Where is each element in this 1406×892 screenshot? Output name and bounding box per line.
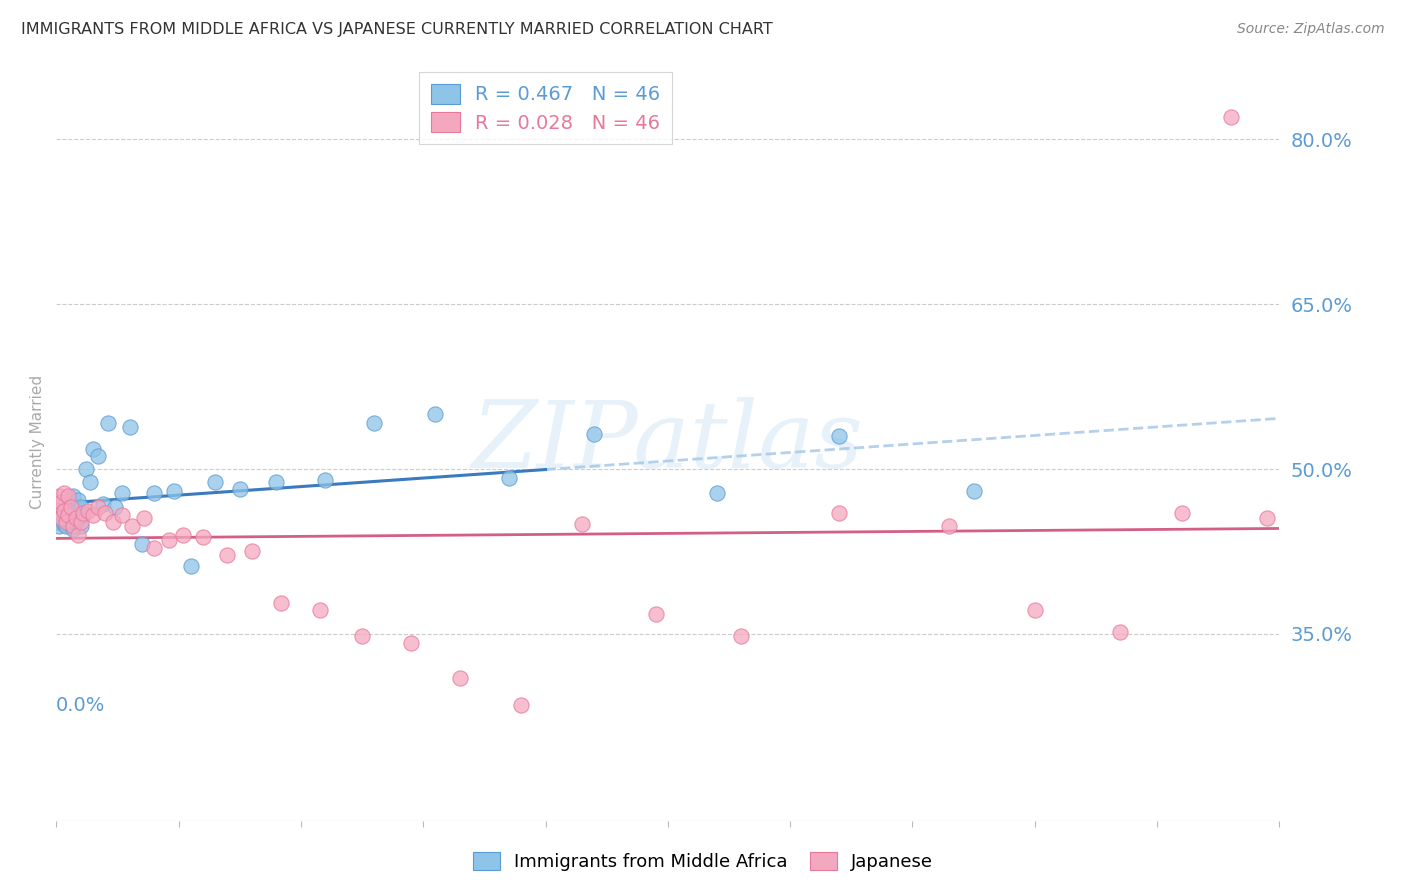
Point [49, 511, 72, 525]
Point [938, 519, 960, 533]
Point [104, 500, 127, 515]
Point [62, 490, 84, 504]
Point [87, 500, 110, 515]
Point [121, 519, 143, 533]
Point [58, 504, 80, 518]
Point [352, 629, 374, 643]
Point [49, 495, 72, 509]
Point [1109, 624, 1132, 639]
Point [270, 596, 292, 610]
Point [498, 471, 520, 485]
Point [583, 426, 606, 441]
Point [48, 519, 70, 533]
Point [828, 506, 851, 520]
Point [58, 508, 80, 523]
Point [52, 486, 75, 500]
Point [87, 449, 110, 463]
Point [69, 500, 91, 515]
Point [309, 602, 332, 616]
Point [163, 483, 186, 498]
Point [962, 483, 984, 498]
Point [134, 511, 156, 525]
Point [143, 486, 166, 500]
Point [1024, 602, 1046, 616]
Point [217, 548, 239, 562]
Point [65, 515, 87, 529]
Point [59, 500, 82, 515]
Point [730, 629, 752, 643]
Point [363, 416, 385, 430]
Point [49, 511, 72, 525]
Point [72, 508, 94, 523]
Point [510, 698, 533, 713]
Point [1170, 506, 1192, 520]
Point [52, 506, 75, 520]
Point [82, 442, 104, 457]
Point [111, 508, 134, 523]
Point [1256, 511, 1278, 525]
Point [180, 558, 202, 573]
Point [571, 516, 593, 531]
Point [48, 497, 70, 511]
Point [1219, 111, 1241, 125]
Legend: R = 0.467   N = 46, R = 0.028   N = 46: R = 0.467 N = 46, R = 0.028 N = 46 [419, 72, 672, 145]
Point [48, 508, 70, 523]
Point [62, 523, 84, 537]
Point [191, 530, 214, 544]
Point [59, 497, 82, 511]
Point [77, 504, 100, 518]
Point [97, 416, 120, 430]
Point [706, 486, 728, 500]
Point [49, 504, 72, 518]
Point [82, 508, 104, 523]
Point [52, 516, 75, 531]
Point [48, 490, 70, 504]
Text: ZIPatlas: ZIPatlas [472, 397, 863, 486]
Point [59, 508, 82, 523]
Point [240, 544, 263, 558]
Point [67, 492, 90, 507]
Point [46, 515, 69, 529]
Point [69, 515, 91, 529]
Point [314, 473, 336, 487]
Point [172, 528, 194, 542]
Point [55, 511, 77, 525]
Point [65, 511, 87, 525]
Point [69, 519, 91, 533]
Y-axis label: Currently Married: Currently Married [30, 375, 45, 508]
Point [91, 497, 114, 511]
Point [94, 506, 117, 520]
Point [111, 486, 134, 500]
Point [58, 490, 80, 504]
Point [67, 528, 90, 542]
Text: Source: ZipAtlas.com: Source: ZipAtlas.com [1237, 22, 1385, 37]
Point [828, 429, 851, 443]
Point [79, 475, 101, 490]
Point [58, 515, 80, 529]
Point [143, 541, 166, 555]
Legend: Immigrants from Middle Africa, Japanese: Immigrants from Middle Africa, Japanese [465, 845, 941, 879]
Point [62, 519, 84, 533]
Text: 0.0%: 0.0% [56, 696, 105, 714]
Point [118, 420, 141, 434]
Point [55, 515, 77, 529]
Point [399, 635, 422, 649]
Point [449, 671, 471, 685]
Text: IMMIGRANTS FROM MIDDLE AFRICA VS JAPANESE CURRENTLY MARRIED CORRELATION CHART: IMMIGRANTS FROM MIDDLE AFRICA VS JAPANES… [21, 22, 773, 37]
Point [65, 504, 87, 518]
Point [72, 506, 94, 520]
Point [266, 475, 288, 490]
Point [644, 607, 666, 621]
Point [157, 533, 180, 548]
Point [101, 515, 124, 529]
Point [204, 475, 226, 490]
Point [46, 504, 69, 518]
Point [425, 407, 447, 421]
Point [75, 462, 97, 476]
Point [228, 482, 252, 496]
Point [131, 537, 153, 551]
Point [49, 500, 72, 515]
Point [52, 504, 75, 518]
Point [55, 519, 77, 533]
